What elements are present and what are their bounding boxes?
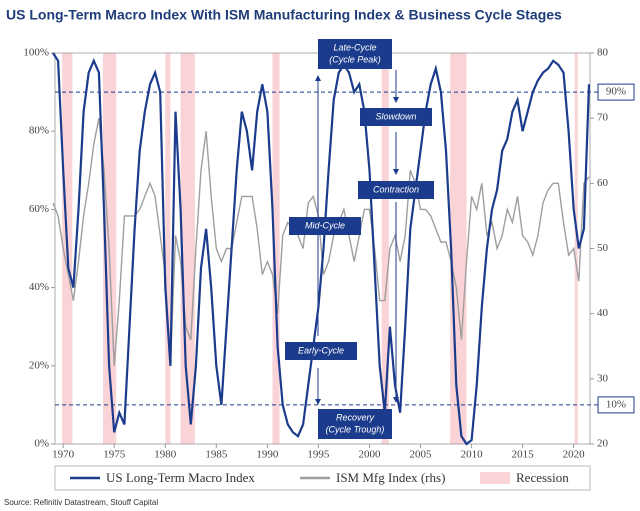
y2-tick-label: 80 xyxy=(597,47,609,59)
stage-label: (Cycle Peak) xyxy=(329,54,381,64)
recession-band xyxy=(272,53,280,444)
stage-label: (Cycle Trough) xyxy=(326,424,385,434)
chart-title: US Long-Term Macro Index With ISM Manufa… xyxy=(6,7,562,23)
y-tick-label: 20% xyxy=(29,359,49,371)
x-tick-label: 2000 xyxy=(358,449,381,461)
legend-box xyxy=(54,465,591,491)
legend-swatch xyxy=(480,472,510,484)
y2-tick-label: 20 xyxy=(597,438,609,450)
stage-box xyxy=(289,217,361,235)
recession-band xyxy=(450,53,467,444)
x-tick-label: 1970 xyxy=(52,449,75,461)
x-tick-label: 1975 xyxy=(103,449,126,461)
stage-box xyxy=(285,342,357,360)
y-tick-label: 60% xyxy=(29,203,49,215)
x-tick-label: 2020 xyxy=(563,449,586,461)
recession-band xyxy=(165,53,171,444)
x-tick-label: 1995 xyxy=(307,449,330,461)
stage-label: Early-Cycle xyxy=(298,345,344,355)
x-tick-label: 2005 xyxy=(410,449,433,461)
series-line xyxy=(52,52,591,446)
stage-label: Recovery xyxy=(336,412,375,422)
stage-box xyxy=(358,181,434,199)
source: Source: Refinitiv Datastream, Stouff Cap… xyxy=(4,498,158,507)
legend-label: Recession xyxy=(516,470,569,485)
y-tick-label: 40% xyxy=(29,281,49,293)
x-tick-label: 1980 xyxy=(154,449,177,461)
y2-tick-label: 30 xyxy=(597,372,609,384)
stage-box xyxy=(318,39,392,69)
threshold-box xyxy=(597,83,635,101)
y2-tick-label: 60 xyxy=(597,177,609,189)
recession-band xyxy=(574,53,578,444)
legend-label: US Long-Term Macro Index xyxy=(106,470,255,485)
stage-label: Late-Cycle xyxy=(333,42,376,52)
y-tick-label: 0% xyxy=(34,438,49,450)
stage-label: Slowdown xyxy=(375,111,416,121)
recession-band xyxy=(381,53,389,444)
y2-tick-label: 70 xyxy=(597,112,609,124)
stage-box xyxy=(360,108,432,126)
stage-box xyxy=(318,409,392,439)
legend-label: ISM Mfg Index (rhs) xyxy=(336,470,445,485)
x-tick-label: 1990 xyxy=(256,449,279,461)
stage-label: Mid-Cycle xyxy=(305,220,345,230)
x-tick-label: 2015 xyxy=(512,449,535,461)
y-tick-label: 100% xyxy=(23,47,49,59)
y2-tick-label: 40 xyxy=(597,307,609,319)
stage-label: Contraction xyxy=(373,184,419,194)
y2-tick-label: 50 xyxy=(597,242,609,254)
threshold-label: 10% xyxy=(606,398,626,410)
y-tick-label: 80% xyxy=(29,125,49,137)
threshold-box xyxy=(597,396,635,414)
x-tick-label: 1985 xyxy=(205,449,228,461)
x-tick-label: 2010 xyxy=(461,449,484,461)
series-line xyxy=(52,118,590,366)
threshold-label: 90% xyxy=(606,86,626,98)
